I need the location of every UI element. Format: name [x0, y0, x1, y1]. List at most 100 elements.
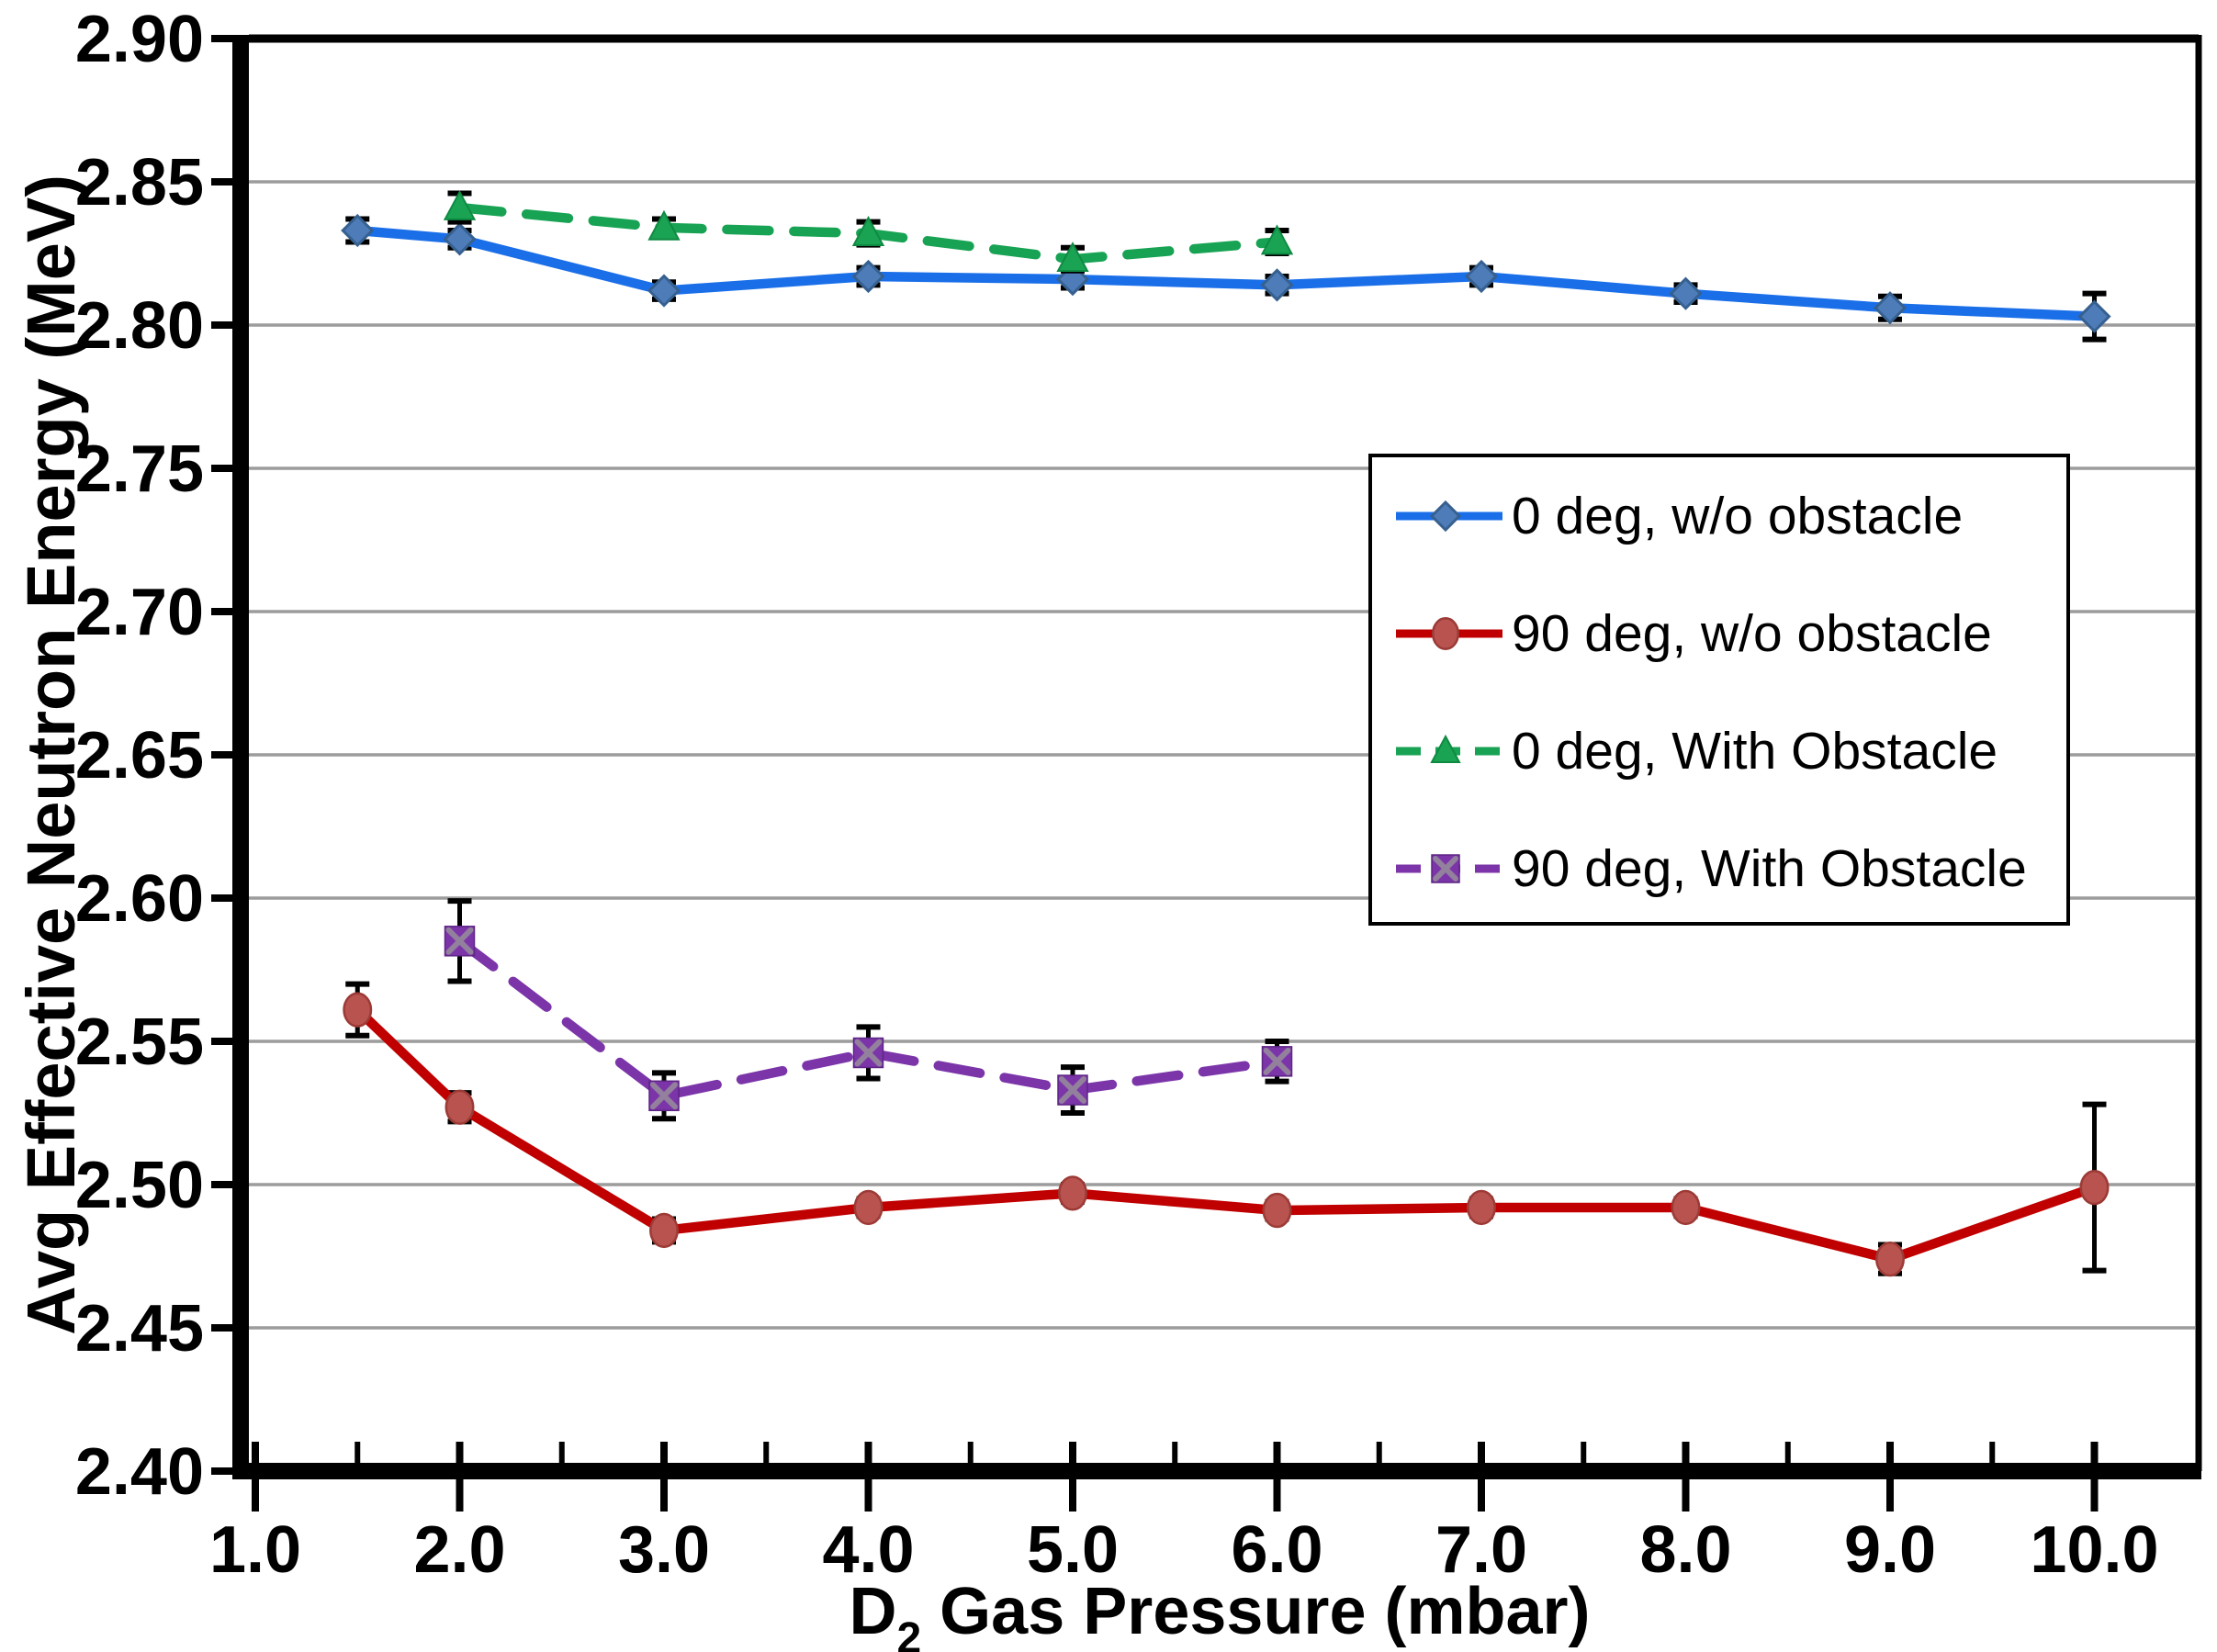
- x-axis-tick: [660, 1442, 668, 1512]
- x-axis-tick: [1886, 1442, 1894, 1512]
- x-axis-minor-tick: [1784, 1442, 1791, 1464]
- legend-swatch-triangle-icon: [1396, 734, 1502, 763]
- y-tick-label: 2.65: [75, 719, 204, 792]
- x-tick-label: 10.0: [2030, 1513, 2158, 1587]
- x-axis-tick: [1478, 1442, 1485, 1512]
- x-axis-tick: [1069, 1442, 1076, 1512]
- data-point-marker-circle: [1875, 1241, 1905, 1277]
- x-tick-label: 6.0: [1231, 1513, 1322, 1587]
- series-line: [353, 1005, 2099, 1264]
- x-axis-tick: [2090, 1442, 2099, 1512]
- y-axis-tick: [211, 321, 232, 329]
- legend-label: 0 deg, With Obstacle: [1512, 722, 1998, 781]
- legend-label: 90 deg, With Obstacle: [1512, 839, 2027, 898]
- legend-label: 90 deg, w/o obstacle: [1512, 604, 1992, 663]
- data-point-marker-circle: [649, 1212, 679, 1249]
- x-axis-minor-tick: [1172, 1442, 1178, 1464]
- legend-item: 0 deg, w/o obstacle: [1394, 478, 2059, 555]
- y-tick-label: 2.50: [75, 1149, 204, 1222]
- data-point-marker-diamond: [1429, 500, 1462, 533]
- data-point-marker-circle: [1671, 1189, 1701, 1226]
- marker-x-glyph: [445, 927, 474, 955]
- data-point-marker-circle: [1431, 616, 1460, 651]
- x-tick-label: 1.0: [209, 1513, 301, 1587]
- x-axis-minor-tick: [558, 1442, 565, 1464]
- data-point-marker-diamond: [1464, 259, 1499, 294]
- x-axis-tick: [456, 1442, 464, 1512]
- x-tick-label: 9.0: [1844, 1513, 1936, 1587]
- x-axis-minor-tick: [1581, 1442, 1587, 1464]
- y-axis-tick: [211, 35, 232, 42]
- y-tick-label: 2.90: [75, 3, 204, 76]
- data-point-marker-circle: [343, 992, 373, 1028]
- data-point-marker-diamond: [2077, 299, 2111, 333]
- data-point-marker-diamond: [851, 259, 885, 294]
- series-90-deg-with-obstacle: [444, 898, 1293, 1122]
- legend-box: 0 deg, w/o obstacle 90 deg, w/o obstacle…: [1368, 454, 2070, 926]
- y-tick-label: 2.75: [75, 433, 204, 506]
- x-tick-label: 3.0: [618, 1513, 710, 1587]
- data-point-marker-triangle: [1056, 242, 1089, 273]
- data-point-marker-circle: [1058, 1175, 1087, 1211]
- data-point-marker-diamond: [341, 213, 375, 248]
- data-point-marker-diamond: [443, 222, 477, 256]
- y-axis-tick: [211, 1181, 232, 1188]
- marker-x-glyph: [1059, 1076, 1086, 1105]
- y-tick-label: 2.85: [75, 146, 204, 219]
- data-point-marker-circle: [445, 1089, 475, 1125]
- y-tick-label: 2.45: [75, 1292, 204, 1365]
- x-axis-title-suffix: Gas Pressure (mbar): [921, 1575, 1591, 1648]
- x-axis-tick: [252, 1442, 259, 1512]
- data-point-marker-diamond: [647, 274, 681, 308]
- x-tick-label: 5.0: [1027, 1513, 1119, 1587]
- x-axis-tick: [1273, 1442, 1281, 1512]
- y-axis-tick: [211, 751, 232, 759]
- data-point-marker-triangle: [1430, 734, 1461, 763]
- y-axis-tick: [211, 1038, 232, 1045]
- legend-swatch-circle-icon: [1396, 616, 1502, 651]
- axes-frame: 2.40 2.45 2.50 2.55 2.60 2.65 2.70 2.75 2.80 2.85…: [75, 3, 2202, 1587]
- x-tick-label: 8.0: [1639, 1513, 1731, 1587]
- y-tick-label: 2.70: [75, 576, 204, 649]
- series-line: [353, 225, 2099, 321]
- y-axis-line: [232, 35, 249, 1479]
- y-axis-tick: [211, 465, 232, 472]
- y-axis-tick: [211, 608, 232, 615]
- y-tick-label: 2.40: [75, 1435, 204, 1509]
- x-axis-tick: [1682, 1442, 1690, 1512]
- x-axis-minor-tick: [354, 1442, 361, 1464]
- data-point-marker-circle: [2079, 1169, 2110, 1206]
- legend-swatch-diamond-icon: [1396, 500, 1502, 533]
- series-90-deg-w-o-obstacle: [343, 981, 2110, 1277]
- legend-item: 90 deg, w/o obstacle: [1394, 595, 2059, 672]
- series-0-deg-with-obstacle: [443, 189, 1294, 274]
- legend-item: 90 deg, With Obstacle: [1394, 830, 2059, 907]
- data-point-marker-diamond: [1260, 268, 1294, 302]
- data-point-marker-circle: [1467, 1189, 1496, 1226]
- data-point-marker-triangle: [443, 189, 477, 220]
- marker-x-glyph: [1433, 856, 1458, 882]
- y-tick-label: 2.80: [75, 289, 204, 363]
- y-tick-label: 2.55: [75, 1006, 204, 1079]
- x-axis-line: [232, 1463, 2201, 1479]
- legend-label: 0 deg, w/o obstacle: [1512, 487, 1964, 545]
- data-point-marker-triangle: [647, 209, 681, 241]
- marker-x-glyph: [1263, 1047, 1291, 1075]
- y-tick-label: 2.60: [75, 862, 204, 936]
- legend-swatch-square-x-icon: [1396, 854, 1502, 883]
- legend-item: 0 deg, With Obstacle: [1394, 713, 2059, 790]
- data-point-marker-circle: [853, 1189, 883, 1226]
- data-point-marker-diamond: [1873, 291, 1908, 325]
- x-axis-minor-tick: [763, 1442, 770, 1464]
- marker-x-glyph: [854, 1039, 883, 1067]
- marker-x-glyph: [650, 1082, 678, 1110]
- x-tick-label: 2.0: [413, 1513, 505, 1587]
- y-axis-tick: [211, 1467, 232, 1475]
- data-point-marker-triangle: [851, 216, 885, 246]
- series-0-deg-w-o-obstacle: [341, 213, 2111, 343]
- x-axis-tick: [864, 1442, 872, 1512]
- y-axis-tick: [211, 178, 232, 185]
- y-axis-tick: [211, 1324, 232, 1332]
- x-axis-title-subscript: 2: [896, 1614, 922, 1652]
